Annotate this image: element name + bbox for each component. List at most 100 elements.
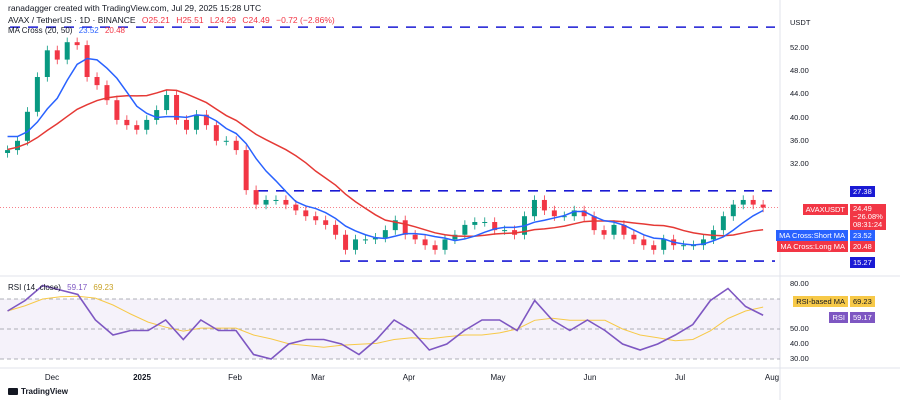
candle [74, 42, 80, 46]
candle [64, 42, 70, 60]
countdown-value: 08:31:24 [853, 220, 883, 229]
ma-label: MA Cross (20, 50) [8, 26, 73, 35]
candle [193, 114, 199, 130]
rsi-tick: 80.00 [790, 279, 809, 288]
ma-legend[interactable]: MA Cross (20, 50) 23.52 20.48 [8, 26, 129, 35]
candle [452, 234, 458, 240]
rsi-ma-line [7, 295, 764, 348]
candle [154, 110, 160, 120]
candle [432, 245, 438, 250]
candle [24, 111, 30, 141]
candle [730, 204, 736, 217]
candle [134, 125, 140, 130]
price-tick: 52.00 [790, 43, 809, 52]
symbol-legend: AVAX / TetherUS · 1D · BINANCE O25.21 H2… [8, 15, 339, 25]
price-tick: 48.00 [790, 66, 809, 76]
candle [263, 199, 269, 205]
candle [203, 114, 209, 126]
rsi-tick: 50.00 [790, 324, 809, 333]
short-ma-tag-label: MA Cross:Short MA [776, 230, 848, 241]
candle [104, 85, 110, 101]
symbol-title[interactable]: AVAX / TetherUS · 1D · BINANCE [8, 15, 136, 25]
rsi-line [7, 284, 764, 360]
candle [551, 210, 557, 217]
time-tick: Jul [674, 373, 686, 382]
candle [283, 199, 289, 205]
rsi-ma-tag: 69.23 [850, 296, 875, 307]
candle [502, 230, 508, 232]
time-tick: 2025 [133, 373, 151, 382]
candle [760, 204, 766, 208]
candle [651, 245, 657, 250]
rsi-tick: 40.00 [790, 339, 809, 348]
time-tick: May [490, 373, 506, 382]
rsi-tick: 30.00 [790, 354, 809, 363]
candle [34, 77, 40, 112]
low-value: L24.29 [209, 15, 236, 25]
candle [631, 234, 637, 240]
candle [84, 45, 90, 77]
candle [750, 199, 756, 205]
time-tick: Dec [44, 373, 60, 382]
candle [591, 216, 597, 231]
candle [472, 222, 478, 225]
candle [661, 239, 667, 250]
candle [54, 50, 60, 60]
candle [492, 222, 498, 231]
tradingview-logo[interactable]: TradingView [8, 387, 68, 396]
candle [353, 239, 359, 250]
candle [233, 140, 239, 151]
candle [14, 140, 20, 151]
candle [114, 100, 120, 120]
rsi-tag-label: RSI [829, 312, 848, 323]
candle [571, 210, 577, 217]
rsi-band [0, 299, 780, 359]
rsi-legend[interactable]: RSI (14, close) 59.17 69.23 [8, 283, 117, 292]
candle [531, 199, 537, 217]
candle [422, 239, 428, 246]
brand-label: TradingView [21, 387, 68, 396]
candle [243, 150, 249, 191]
rsi-value: 59.17 [67, 283, 88, 292]
candle [144, 119, 150, 130]
short-ma-line [7, 57, 764, 246]
support-tag: 15.27 [850, 257, 875, 268]
candle [174, 94, 180, 120]
ma-short-value: 23.52 [78, 26, 99, 35]
candle [253, 190, 259, 205]
currency-label: USDT [790, 18, 811, 27]
candle [412, 234, 418, 240]
price-tag: 24.49 −26.08% 08:31:24 [850, 204, 886, 230]
candle [541, 199, 547, 211]
candle [392, 220, 398, 231]
rsi-tag: 59.17 [850, 312, 875, 323]
time-tick: Feb [228, 373, 242, 382]
candle [561, 216, 567, 218]
candle [323, 220, 329, 225]
candle [442, 239, 448, 250]
tv-icon [8, 388, 18, 395]
long-ma-tag-label: MA Cross:Long MA [777, 241, 848, 252]
close-value: C24.49 [242, 15, 270, 25]
time-tick: Aug [764, 373, 780, 382]
candle [5, 150, 11, 153]
candle [343, 234, 349, 250]
rsi-ma-tag-label: RSI-based MA [793, 296, 848, 307]
candle [581, 210, 587, 217]
rsi-ma-value: 69.23 [93, 283, 114, 292]
candle [44, 50, 50, 77]
candle [611, 224, 617, 235]
open-value: O25.21 [141, 15, 170, 25]
candle [601, 230, 607, 235]
candle [293, 204, 299, 211]
price-tick: 40.00 [790, 112, 809, 122]
time-tick: Apr [402, 373, 416, 382]
time-tick: Mar [311, 373, 325, 382]
high-value: H25.51 [176, 15, 204, 25]
candle [402, 220, 408, 235]
long-ma-line [7, 89, 764, 238]
rsi-label: RSI (14, close) [8, 283, 61, 292]
price-value: 24.49 [853, 204, 872, 213]
candle [213, 125, 219, 141]
